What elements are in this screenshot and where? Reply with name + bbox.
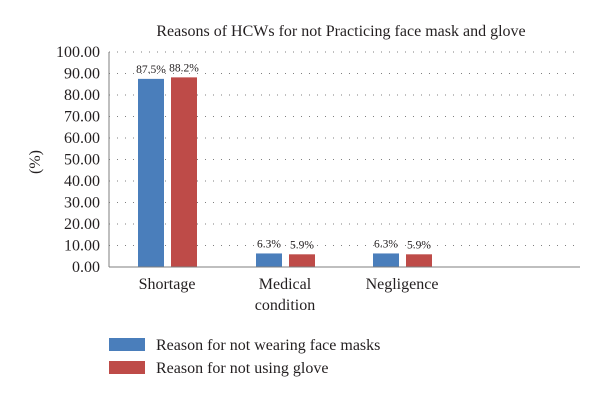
y-tick-label: 30.00 (64, 195, 100, 212)
legend-swatch (109, 361, 145, 374)
data-label: 6.3% (257, 238, 281, 250)
data-label: 5.9% (407, 239, 431, 251)
y-tick-label: 70.00 (64, 109, 100, 126)
data-label: 6.3% (374, 238, 398, 250)
x-category-line: Shortage (139, 276, 196, 293)
data-label: 5.9% (290, 239, 314, 251)
y-tick-label: 40.00 (64, 173, 100, 190)
data-label: 87.5% (136, 64, 166, 76)
y-tick-label: 100.00 (56, 44, 100, 61)
legend-swatch (109, 338, 145, 351)
x-category-line: condition (255, 297, 315, 314)
y-tick-label: 0.00 (72, 259, 100, 276)
y-tick-label: 20.00 (64, 216, 100, 233)
bar (256, 253, 282, 267)
data-labels: 87.5% 6.3% 6.3% 88.2% 5.9% 5.9% (136, 62, 431, 251)
gridlines (109, 51, 580, 246)
bar (289, 254, 315, 267)
y-axis-ticks: 0.00 10.00 20.00 30.00 40.00 50.00 60.00 70.00 8… (56, 44, 100, 276)
chart-title: Reasons of HCWs for not Practicing face … (156, 23, 525, 40)
x-category-label: Medical condition (255, 276, 315, 314)
legend-label: Reason for not using glove (156, 360, 328, 377)
x-category-label: Negligence (366, 276, 439, 293)
bar (138, 78, 164, 267)
bar (373, 253, 399, 267)
x-category-line: Medical (259, 276, 312, 293)
bar (406, 254, 432, 267)
bars (138, 77, 432, 268)
y-axis-label: (%) (27, 150, 44, 174)
bar (171, 77, 197, 268)
y-tick-label: 90.00 (64, 66, 100, 83)
y-tick-label: 10.00 (64, 238, 100, 255)
x-category-label: Shortage (139, 276, 196, 293)
y-tick-label: 60.00 (64, 130, 100, 147)
legend-label: Reason for not wearing face masks (156, 337, 380, 354)
y-tick-label: 50.00 (64, 152, 100, 169)
data-label: 88.2% (169, 62, 199, 74)
y-tick-label: 80.00 (64, 87, 100, 104)
x-category-line: Negligence (366, 276, 439, 293)
legend: Reason for not wearing face masks Reason … (109, 337, 380, 377)
x-axis-categories: Shortage Medical condition Negligence (139, 276, 439, 314)
